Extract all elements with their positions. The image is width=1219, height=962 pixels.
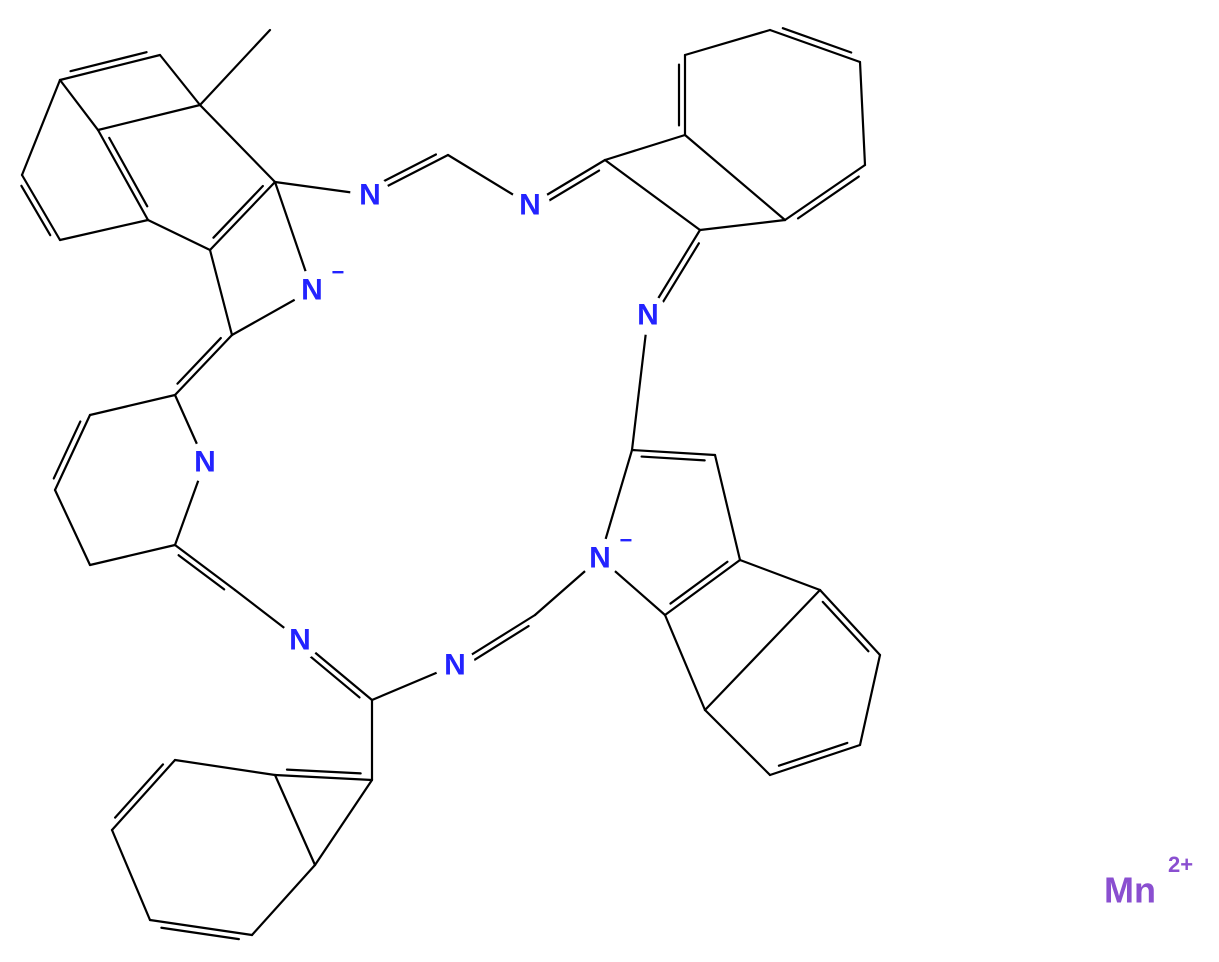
bond-single	[22, 80, 60, 175]
bond-single	[112, 830, 150, 920]
bond-single	[665, 615, 705, 710]
bond-double	[770, 30, 860, 62]
bond-single	[210, 250, 232, 335]
bond-double-inner	[642, 457, 705, 461]
nitrogen-atom-label: N	[589, 542, 611, 575]
bond-single	[685, 30, 770, 55]
bond-single	[90, 545, 175, 565]
bond-single	[860, 655, 880, 745]
bond-double	[112, 760, 175, 830]
nitrogen-atom-label: N	[519, 189, 541, 222]
bond-double-inner	[377, 154, 436, 184]
bond-single	[705, 710, 770, 775]
atom-charge-label: −	[620, 528, 633, 553]
bond-single	[200, 30, 270, 105]
bond-double-inner	[305, 652, 360, 698]
bond-double-inner	[468, 626, 529, 664]
bond-single	[90, 395, 175, 415]
bond-single	[632, 315, 648, 450]
bond-single	[160, 55, 200, 105]
bond-single	[175, 760, 275, 775]
bond-double-inner	[161, 928, 239, 939]
bond-single	[860, 62, 865, 165]
molecule-diagram: NNNN−NN−NNMn2+	[0, 0, 1219, 962]
bond-double	[98, 130, 148, 220]
bond-double-inner	[177, 338, 220, 384]
bond-single	[700, 220, 785, 230]
bond-double	[60, 55, 160, 80]
metal-charge: 2+	[1168, 852, 1193, 877]
bond-double-inner	[670, 562, 727, 604]
bond-double-inner	[783, 28, 851, 52]
bond-double-inner	[54, 421, 81, 478]
bond-double	[785, 165, 865, 220]
bond-single	[315, 780, 372, 865]
bond-single	[200, 105, 275, 182]
bond-double-inner	[213, 186, 262, 238]
metal-ion: Mn 2+	[1104, 852, 1193, 911]
bond-double-inner	[798, 177, 859, 219]
bonds-layer	[21, 28, 880, 939]
bond-single	[60, 220, 148, 240]
bond-single	[715, 455, 740, 560]
bond-single	[275, 775, 315, 865]
nitrogen-atom-label: N	[194, 446, 216, 479]
nitrogen-atom-label: N	[359, 179, 381, 212]
bond-double-inner	[115, 764, 163, 817]
bond-single	[605, 135, 685, 160]
bond-double	[210, 182, 275, 250]
bond-double	[820, 590, 880, 655]
bond-double	[22, 175, 60, 240]
bond-double	[175, 545, 235, 590]
bond-double	[665, 560, 740, 615]
bond-double	[175, 335, 232, 395]
nitrogen-atom-label: N	[301, 274, 323, 307]
metal-element: Mn	[1104, 870, 1156, 911]
bond-single	[605, 160, 700, 230]
bond-single	[98, 105, 200, 130]
bond-double-inner	[179, 555, 225, 589]
bond-single	[740, 560, 820, 590]
nitrogen-atom-label: N	[637, 299, 659, 332]
bond-single	[705, 590, 820, 710]
bond-double	[55, 415, 90, 490]
nitrogen-atom-label: N	[444, 649, 466, 682]
bond-double	[275, 775, 372, 780]
atom-charge-label: −	[332, 260, 345, 285]
bond-double-inner	[823, 602, 869, 651]
bond-double-inner	[542, 171, 599, 205]
bond-double-inner	[779, 743, 847, 766]
bond-single	[148, 220, 210, 250]
bond-single	[60, 80, 98, 130]
bond-double	[632, 450, 715, 455]
bond-single	[55, 490, 90, 565]
bond-double	[770, 745, 860, 775]
nitrogen-atom-label: N	[289, 624, 311, 657]
bond-double-inner	[21, 186, 50, 235]
bond-double-inner	[659, 243, 699, 308]
bond-single	[252, 865, 315, 935]
bond-single	[685, 135, 785, 220]
bond-double-inner	[287, 770, 361, 774]
bond-double-inner	[109, 138, 147, 206]
